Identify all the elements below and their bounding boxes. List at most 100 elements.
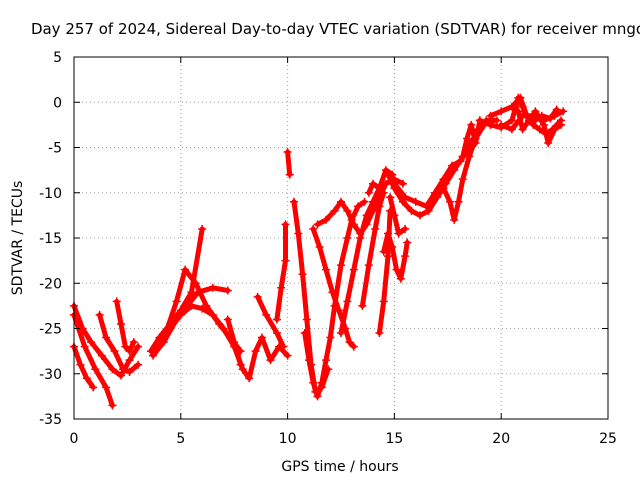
data-point-plus [302,315,311,324]
data-point-plus [445,197,454,206]
data-point-plus [134,342,143,351]
data-point-plus [516,93,525,102]
chart-title: Day 257 of 2024, Sidereal Day-to-day VTE… [31,20,640,38]
data-point-plus [245,374,254,383]
x-tick-label: 15 [385,431,403,447]
data-point-plus [281,220,290,229]
data-point-plus [396,274,405,283]
data-point-plus [322,215,331,224]
data-point-plus [559,107,568,116]
data-point-plus [262,310,271,319]
data-point-plus [134,360,143,369]
data-point-plus [125,356,134,365]
data-point-plus [208,283,217,292]
data-point-plus [198,224,207,233]
data-point-plus [398,197,407,206]
data-point-plus [439,184,448,193]
tick-layer: 0 5 10 15 20 25 5 0 -5 -10 -15 -20 -25 -30 -35 [39,50,617,447]
data-point-plus [392,265,401,274]
data-point-plus [283,148,292,157]
data-point-plus [334,306,343,315]
data-point-plus [326,333,335,342]
data-point-plus [313,220,322,229]
data-point-plus [369,179,378,188]
data-point-plus [108,401,117,410]
data-point-plus [290,197,299,206]
data-point-plus [313,392,322,401]
data-point-plus [454,197,463,206]
data-point-plus [285,170,294,179]
data-point-plus [277,283,286,292]
data-point-plus [89,383,98,392]
data-point-plus [87,338,96,347]
data-point-plus [456,157,465,166]
data-point-plus [181,265,190,274]
x-tick-label: 0 [70,431,79,447]
y-tick-label: -15 [39,231,62,247]
data-point-plus [448,161,457,170]
data-point-plus [337,197,345,206]
data-point-plus [514,107,523,116]
data-point-plus [266,356,275,365]
data-point-plus [375,202,384,211]
data-point-plus [187,301,196,310]
data-point-plus [309,224,318,233]
data-point-plus [518,125,527,134]
data-point-plus [388,243,397,252]
data-point-plus [379,297,388,306]
data-point-plus [401,252,410,261]
x-tick-label: 20 [492,431,510,447]
data-point-plus [102,333,111,342]
data-point-plus [161,329,170,338]
data-point-plus [379,247,388,256]
data-point-plus [125,367,134,376]
data-point-plus [492,116,501,125]
data-point-plus [371,224,380,233]
data-point-plus [544,138,553,147]
data-point-plus [337,261,345,270]
data-point-plus [369,197,378,206]
data-point-plus [529,120,538,129]
data-point-plus [149,351,158,360]
data-point-plus [486,120,495,129]
data-point-plus [230,338,239,347]
data-point-plus [151,342,160,351]
data-point-plus [507,125,516,134]
data-point-plus [315,243,324,252]
data-point-plus [450,215,459,224]
data-point-plus [337,329,345,338]
data-point-plus [383,252,392,261]
data-point-plus [507,102,516,111]
data-point-plus [236,360,245,369]
data-point-plus [531,107,540,116]
data-point-plus [208,310,217,319]
data-point-plus [272,315,281,324]
data-point-plus [379,188,388,197]
data-point-plus [497,120,506,129]
data-point-plus [364,261,373,270]
data-point-plus [416,211,425,220]
data-point-plus [82,374,91,383]
data-point-plus [518,111,527,120]
data-point-plus [112,297,121,306]
data-point-plus [172,297,181,306]
data-point-plus [176,310,185,319]
data-point-plus [458,152,467,161]
data-point-plus [475,116,484,125]
data-point-plus [471,138,480,147]
data-point-plus [102,383,111,392]
data-point-plus [91,365,100,374]
data-point-plus [309,378,318,387]
data-point-plus [383,229,392,238]
data-point-plus [430,188,439,197]
data-point-plus [390,211,399,220]
series-arc-4 [97,312,141,375]
data-point-plus [535,125,544,134]
y-tick-label: -20 [39,276,62,292]
data-point-plus [550,125,559,134]
data-point-plus [343,206,352,215]
y-tick-label: -25 [39,322,62,338]
x-axis-label: GPS time / hours [281,459,398,475]
data-point-plus [439,175,448,184]
